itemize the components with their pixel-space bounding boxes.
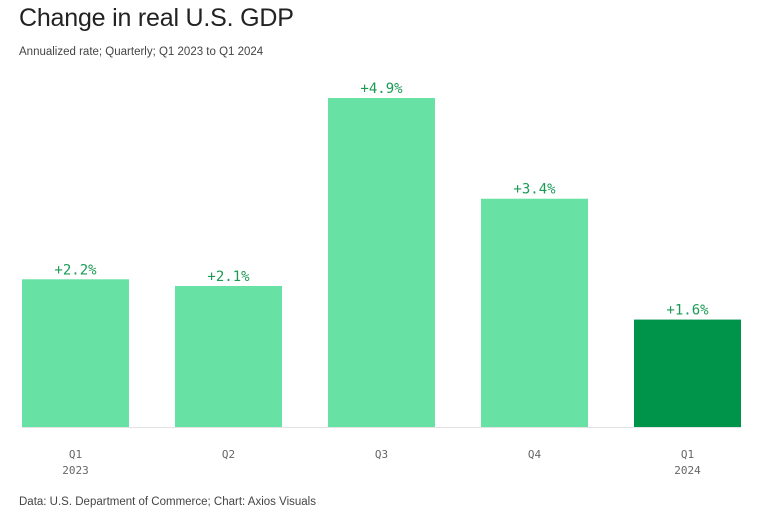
bar-value-label: +3.4% xyxy=(513,182,556,198)
bar-3 xyxy=(328,98,435,427)
x-tick-year-label: 2024 xyxy=(674,464,701,477)
bar-value-label: +4.9% xyxy=(360,81,403,97)
bar-2 xyxy=(175,286,282,427)
bar-value-label: +1.6% xyxy=(666,303,709,319)
source-note: Data: U.S. Department of Commerce; Chart… xyxy=(19,496,316,508)
chart-title: Change in real U.S. GDP xyxy=(19,4,294,32)
chart-subtitle: Annualized rate; Quarterly; Q1 2023 to Q… xyxy=(19,46,264,58)
x-tick-label: Q1 xyxy=(681,448,694,461)
bar-value-label: +2.2% xyxy=(54,262,97,278)
x-tick-label: Q2 xyxy=(222,448,235,461)
bar-value-label: +2.1% xyxy=(207,269,250,285)
x-tick-year-label: 2023 xyxy=(62,464,89,477)
x-tick-label: Q1 xyxy=(69,448,82,461)
bar-1 xyxy=(22,279,129,427)
bar-chart: +2.2% Q1 2023 +2.1% Q2 +4.9% Q3 +3.4% Q4 +1.6% Q1 2… xyxy=(22,81,741,477)
bar-5 xyxy=(634,319,741,427)
x-tick-label: Q3 xyxy=(375,448,388,461)
bar-4 xyxy=(481,198,588,427)
x-tick-label: Q4 xyxy=(528,448,542,461)
